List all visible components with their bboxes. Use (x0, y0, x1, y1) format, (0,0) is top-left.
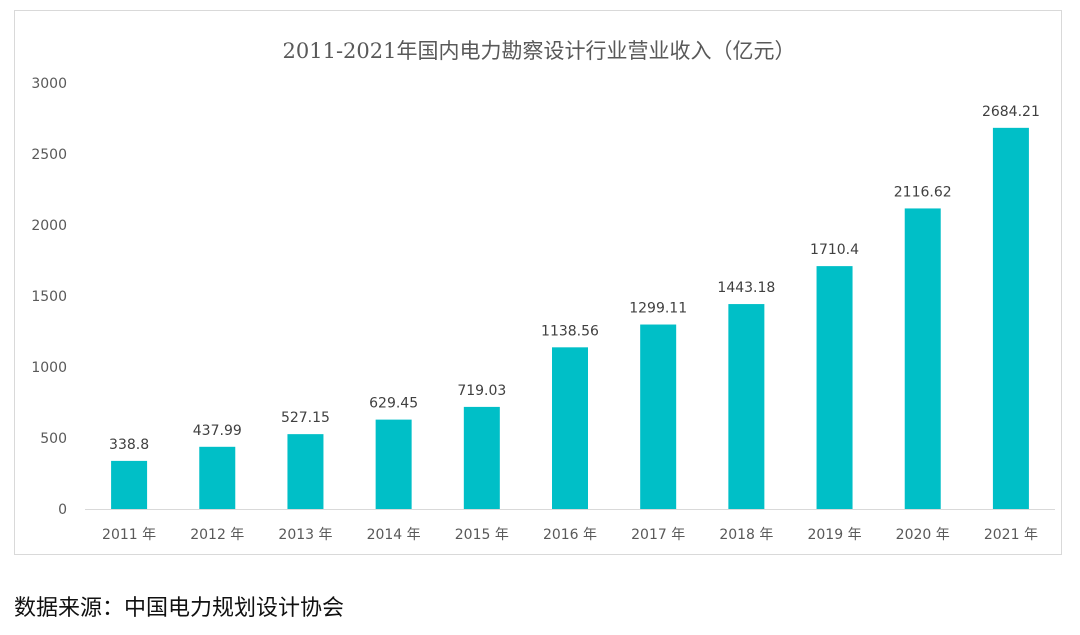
x-tick-label: 2013 年 (278, 527, 332, 543)
x-tick-label: 2015 年 (455, 527, 509, 543)
x-tick-label: 2011 年 (102, 527, 156, 543)
bar (375, 419, 412, 509)
chart-title: 2011-2021年国内电力勘察设计行业营业收入（亿元） (282, 39, 796, 63)
y-tick-label: 3000 (31, 76, 67, 92)
data-label: 527.15 (281, 410, 330, 426)
data-label: 437.99 (193, 423, 242, 439)
x-tick-label: 2021 年 (984, 527, 1038, 543)
x-tick-label: 2017 年 (631, 527, 685, 543)
data-label: 2116.62 (894, 184, 952, 200)
data-label: 719.03 (457, 383, 506, 399)
bar (640, 324, 677, 509)
bar (111, 460, 148, 509)
x-tick-label: 2014 年 (367, 527, 421, 543)
data-label: 1443.18 (717, 280, 775, 296)
y-tick-label: 1000 (31, 360, 67, 376)
chart-frame: 2011-2021年国内电力勘察设计行业营业收入（亿元） 0 500 1000 150… (14, 10, 1062, 555)
x-tick-label: 2020 年 (896, 527, 950, 543)
data-label: 629.45 (369, 396, 418, 412)
data-label: 1138.56 (541, 323, 599, 339)
bar (992, 127, 1029, 510)
data-label: 1299.11 (629, 301, 687, 317)
data-label: 2684.21 (982, 104, 1040, 120)
x-tick-label: 2016 年 (543, 527, 597, 543)
x-tick-label: 2019 年 (807, 527, 861, 543)
y-tick-label: 1500 (31, 289, 67, 305)
source-note: 数据来源：中国电力规划设计协会 (14, 596, 345, 621)
bar (728, 304, 765, 509)
y-tick-label: 2000 (31, 218, 67, 234)
y-tick-label: 2500 (31, 147, 67, 163)
bar (816, 266, 853, 509)
x-tick-label: 2012 年 (190, 527, 244, 543)
data-label: 338.8 (109, 437, 149, 453)
bar (199, 446, 236, 509)
x-tick-label: 2018 年 (719, 527, 773, 543)
bar (463, 406, 500, 509)
bar (287, 434, 324, 509)
y-tick-label: 500 (40, 431, 67, 447)
bar-chart: 0 500 1000 1500 2000 2500 3000 338.8 2011 年 437.9… (31, 76, 1055, 543)
bar (552, 347, 588, 509)
y-tick-label: 0 (58, 502, 67, 518)
data-label: 1710.4 (810, 242, 859, 258)
bar (904, 208, 941, 510)
